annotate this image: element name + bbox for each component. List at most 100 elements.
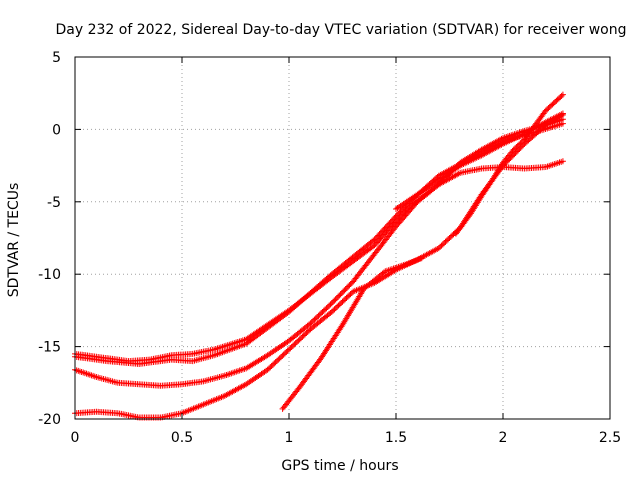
data-point bbox=[336, 292, 343, 299]
data-point bbox=[328, 300, 335, 307]
series-arc-3 bbox=[72, 158, 566, 389]
axis-ticks: 0 0.5 1 1.5 2 2.5 -20 -15 -10 -5 0 5 bbox=[38, 50, 621, 446]
data-point bbox=[559, 110, 566, 117]
data-point bbox=[346, 282, 353, 289]
data-point bbox=[343, 294, 350, 301]
data-point bbox=[380, 269, 387, 276]
series-arc-7 bbox=[452, 91, 566, 237]
chart-title: Day 232 of 2022, Sidereal Day-to-day VTE… bbox=[56, 22, 627, 38]
data-point bbox=[516, 141, 523, 148]
x-tick-label: 0 bbox=[71, 430, 80, 446]
data-point bbox=[279, 352, 286, 359]
data-point bbox=[296, 336, 303, 343]
data-point bbox=[342, 296, 349, 303]
data-point bbox=[287, 345, 294, 352]
series-arc-5 bbox=[279, 255, 425, 412]
data-point bbox=[338, 289, 345, 296]
data-point bbox=[418, 255, 425, 262]
data-point bbox=[332, 296, 339, 303]
data-point bbox=[335, 302, 342, 309]
data-point bbox=[288, 343, 295, 350]
data-point bbox=[315, 312, 322, 319]
data-point bbox=[300, 332, 307, 339]
data-point bbox=[275, 356, 282, 363]
data-point bbox=[324, 303, 331, 310]
data-point bbox=[280, 351, 287, 358]
data-point bbox=[298, 335, 305, 342]
data-point bbox=[336, 301, 343, 308]
series-arc-4 bbox=[72, 111, 566, 421]
data-point bbox=[514, 142, 521, 149]
data-point bbox=[343, 284, 350, 291]
data-point bbox=[337, 291, 344, 298]
data-point bbox=[268, 362, 275, 369]
data-point bbox=[347, 291, 354, 298]
data-point bbox=[328, 308, 335, 315]
data-point bbox=[437, 243, 444, 250]
data-point bbox=[509, 148, 516, 155]
x-tick-label: 2.5 bbox=[599, 430, 621, 446]
series-arc-1 bbox=[72, 116, 566, 365]
data-point bbox=[277, 354, 284, 361]
y-tick-label: -5 bbox=[47, 195, 61, 211]
data-point bbox=[330, 298, 337, 305]
data-point bbox=[283, 349, 290, 356]
x-axis-label: GPS time / hours bbox=[281, 458, 398, 474]
x-tick-label: 0.5 bbox=[171, 430, 193, 446]
series-arc-6 bbox=[393, 110, 566, 213]
x-tick-label: 2 bbox=[499, 430, 508, 446]
data-point bbox=[311, 316, 318, 323]
data-point bbox=[294, 338, 301, 345]
data-point bbox=[559, 158, 566, 165]
data-point bbox=[510, 146, 517, 153]
data-point bbox=[340, 288, 347, 295]
data-point bbox=[271, 360, 278, 367]
data-point bbox=[269, 361, 276, 368]
x-tick-label: 1 bbox=[285, 430, 294, 446]
y-tick-label: -10 bbox=[38, 267, 61, 283]
data-point bbox=[338, 299, 345, 306]
data-point bbox=[316, 311, 323, 318]
data-point bbox=[292, 340, 299, 347]
data-point bbox=[449, 232, 456, 239]
data-point bbox=[307, 320, 314, 327]
data-point bbox=[323, 305, 330, 312]
y-tick-label: 5 bbox=[52, 50, 61, 66]
data-point bbox=[295, 337, 302, 344]
data-point bbox=[559, 120, 566, 127]
data-point bbox=[304, 328, 311, 335]
data-point bbox=[446, 235, 453, 241]
data-point bbox=[332, 305, 339, 312]
series-arc-2 bbox=[72, 120, 566, 367]
y-tick-label: -20 bbox=[38, 412, 61, 428]
data-point bbox=[558, 92, 565, 99]
data-point bbox=[272, 359, 279, 366]
data-point bbox=[267, 364, 274, 371]
data-point bbox=[284, 347, 291, 354]
data-point bbox=[302, 331, 309, 338]
data-point bbox=[281, 350, 288, 357]
data-point bbox=[310, 317, 317, 324]
y-tick-label: 0 bbox=[52, 122, 61, 138]
data-point bbox=[559, 91, 566, 98]
data-point bbox=[299, 333, 306, 340]
data-point bbox=[319, 309, 326, 316]
data-point bbox=[286, 346, 292, 353]
data-point bbox=[290, 342, 297, 349]
data-point bbox=[273, 357, 280, 364]
data-point bbox=[331, 297, 338, 304]
y-tick-label: -15 bbox=[38, 340, 61, 356]
data-point bbox=[291, 341, 298, 348]
data-point bbox=[439, 241, 446, 248]
data-point bbox=[340, 297, 347, 304]
data-point bbox=[413, 200, 420, 207]
data-point bbox=[335, 293, 342, 300]
data-point bbox=[345, 283, 352, 290]
y-axis-label: SDTVAR / TECUs bbox=[6, 183, 22, 298]
data-point bbox=[326, 302, 333, 309]
data-point bbox=[488, 178, 495, 185]
data-point bbox=[346, 292, 353, 299]
data-point bbox=[334, 303, 341, 310]
data-point bbox=[466, 211, 473, 218]
